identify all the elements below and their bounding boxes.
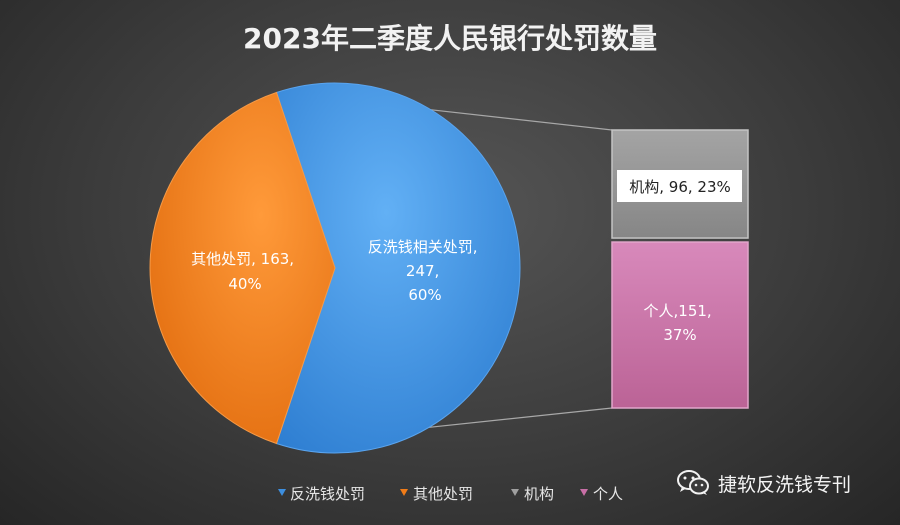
wechat-icon xyxy=(677,470,709,495)
legend-marker-aml xyxy=(278,489,286,496)
data-label-aml-line2: 247, xyxy=(406,262,439,280)
data-label-aml-line1: 反洗钱相关处罚, xyxy=(368,238,478,256)
legend-label-aml: 反洗钱处罚 xyxy=(290,485,365,503)
legend-marker-institution xyxy=(511,489,519,496)
data-label-other-line1: 其他处罚, 163, xyxy=(191,250,294,268)
watermark: 捷软反洗钱专刊 xyxy=(676,469,851,497)
data-label-other: 其他处罚, 163, 40% xyxy=(191,250,299,293)
pie-slice-aml xyxy=(275,82,521,454)
legend-item-institution: 机构 xyxy=(511,485,554,503)
data-label-aml-line3: 60% xyxy=(408,286,441,304)
legend-item-aml: 反洗钱处罚 xyxy=(278,485,365,503)
legend-marker-other xyxy=(400,489,408,496)
data-label-individual-line2: 37% xyxy=(663,326,696,344)
legend-label-individual: 个人 xyxy=(593,485,623,503)
legend-item-individual: 个人 xyxy=(580,485,623,503)
data-label-individual: 个人,151, 37% xyxy=(644,302,717,344)
data-label-institution-box xyxy=(617,170,742,202)
data-label-other-line2: 40% xyxy=(228,275,261,293)
legend: 反洗钱处罚 其他处罚 机构 个人 xyxy=(278,485,623,503)
chart-title: 2023年二季度人民银行处罚数量 xyxy=(243,22,657,55)
legend-marker-individual xyxy=(580,489,588,496)
legend-label-other: 其他处罚 xyxy=(413,485,473,503)
data-label-individual-line1: 个人,151, xyxy=(644,302,712,320)
legend-label-institution: 机构 xyxy=(524,485,554,503)
data-label-aml: 反洗钱相关处罚, 247, 60% xyxy=(368,238,483,304)
bar-segment-individual xyxy=(611,241,749,409)
legend-item-other: 其他处罚 xyxy=(400,485,473,503)
watermark-text: 捷软反洗钱专刊 xyxy=(718,473,852,496)
pie-slice-other xyxy=(149,91,336,445)
data-label-institution: 机构, 96, 23% xyxy=(629,178,731,196)
